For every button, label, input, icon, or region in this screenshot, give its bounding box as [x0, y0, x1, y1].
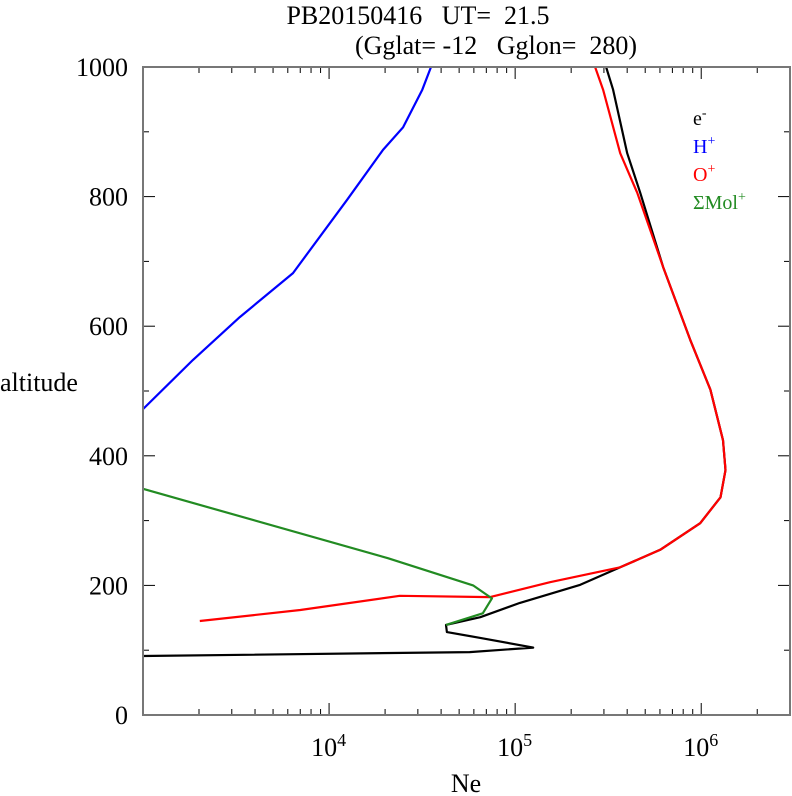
y-tick-labels: 0 200 400 600 800 1000 — [76, 53, 128, 730]
x-tick-label-exponent: 4 — [337, 730, 346, 750]
x-tick-label: 105 — [497, 730, 532, 762]
legend-superscript: + — [707, 134, 715, 149]
x-tick-label-base: 10 — [497, 733, 523, 762]
series-line-0 — [142, 66, 727, 658]
legend-superscript: + — [707, 162, 715, 177]
legend-label: H — [693, 136, 707, 158]
legend-entry-0: e- — [693, 106, 707, 130]
x-tick-label-base: 10 — [311, 733, 337, 762]
y-tick-label: 200 — [89, 571, 128, 600]
x-tick-label-base: 10 — [683, 733, 709, 762]
y-tick-label: 0 — [115, 701, 128, 730]
y-tick-label: 600 — [89, 312, 128, 341]
series-line-2 — [199, 66, 727, 623]
series-layer — [142, 66, 727, 658]
legend-entry-1: H+ — [693, 134, 715, 158]
chart-subtitle: (Gglat= -12 Gglon= 280) — [355, 31, 637, 60]
legend-superscript: - — [702, 106, 707, 121]
legend-entry-2: O+ — [693, 162, 715, 186]
legend-superscript: + — [738, 190, 746, 205]
chart-title: PB20150416 UT= 21.5 — [286, 1, 549, 30]
x-axis-label: Ne — [451, 769, 481, 796]
y-tick-label: 800 — [89, 183, 128, 212]
x-tick-label: 106 — [683, 730, 718, 762]
series-line-3 — [142, 487, 493, 626]
legend-label: e — [693, 108, 702, 130]
plot-frame — [142, 66, 791, 716]
x-tick-label-exponent: 6 — [709, 730, 718, 750]
legend: e-H+O+ΣMol+ — [693, 106, 746, 214]
y-tick-label: 400 — [89, 442, 128, 471]
series-line-1 — [142, 66, 433, 410]
legend-entry-3: ΣMol+ — [693, 190, 746, 214]
x-tick-label: 104 — [311, 730, 346, 762]
legend-label: O — [693, 164, 707, 186]
x-tick-labels: 104 105 106 — [311, 730, 718, 762]
legend-label: ΣMol — [693, 192, 738, 214]
y-axis-label: altitude — [0, 368, 78, 397]
x-tick-label-exponent: 5 — [523, 730, 532, 750]
y-tick-label: 1000 — [76, 53, 128, 82]
